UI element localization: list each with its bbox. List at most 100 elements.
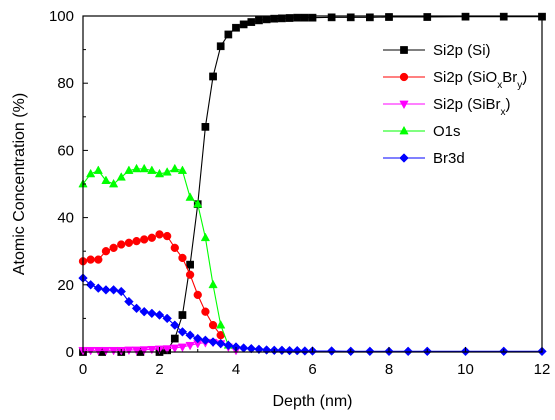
legend-label: Si2p (SiBrx) (433, 96, 511, 118)
data-point (232, 23, 240, 32)
legend-label: O1s (433, 123, 461, 140)
data-point (86, 255, 95, 264)
data-point (201, 307, 210, 316)
data-point (300, 346, 310, 356)
data-point (147, 345, 157, 355)
data-point (132, 236, 141, 246)
data-point (216, 319, 226, 329)
data-point (154, 168, 165, 178)
y-tick-label: 20 (57, 277, 74, 294)
data-point (423, 13, 432, 21)
series-3 (78, 163, 233, 349)
data-point (116, 286, 127, 297)
data-point (262, 15, 271, 24)
series-line (82, 168, 229, 346)
data-point (124, 165, 134, 174)
data-point (200, 232, 211, 242)
data-point (461, 12, 470, 21)
data-point (208, 337, 218, 347)
data-point (139, 163, 149, 173)
y-tick-label: 40 (57, 210, 74, 227)
data-point (163, 231, 172, 241)
data-point (177, 343, 188, 353)
data-point (139, 306, 149, 317)
data-point (116, 172, 126, 181)
data-point (85, 280, 96, 290)
data-point (186, 260, 194, 269)
legend-item: Br3d (383, 150, 465, 167)
data-point (223, 340, 234, 351)
data-point (209, 72, 217, 81)
data-point (86, 168, 96, 178)
legend-item: O1s (383, 123, 461, 140)
data-point (326, 346, 337, 356)
data-point (178, 311, 187, 319)
data-point (261, 345, 272, 355)
data-point (147, 233, 157, 242)
data-point (238, 343, 249, 353)
data-point (192, 333, 203, 344)
data-point (131, 346, 142, 356)
data-point (185, 330, 195, 340)
data-point (224, 30, 233, 39)
data-point (216, 42, 225, 51)
data-point (247, 18, 256, 26)
series-1 (78, 230, 225, 340)
data-point (200, 335, 211, 345)
data-point (93, 346, 103, 356)
x-axis-label: Depth (nm) (272, 393, 352, 410)
data-point (170, 344, 180, 354)
data-point (308, 13, 317, 22)
data-point (185, 192, 195, 201)
data-point (185, 270, 195, 279)
plot-area (78, 12, 547, 357)
data-point (215, 338, 226, 349)
axis-ticks: 0 2 4 6 8 10 12 0 20 40 60 80 100 (49, 8, 550, 378)
y-tick-label: 100 (49, 8, 74, 25)
data-point (117, 240, 126, 249)
data-point (278, 14, 286, 23)
x-tick-label: 12 (534, 361, 551, 378)
data-point (93, 283, 104, 293)
data-point (124, 346, 134, 356)
data-point (178, 253, 187, 263)
data-point (499, 12, 508, 21)
data-point (108, 178, 119, 188)
data-point (101, 346, 111, 356)
data-point (109, 243, 118, 252)
data-point (101, 285, 111, 295)
data-point (108, 285, 119, 295)
data-point (162, 167, 172, 176)
data-point (277, 345, 287, 356)
series-line (83, 16, 542, 353)
data-point (93, 165, 103, 174)
y-tick-label: 0 (66, 344, 74, 361)
data-point (365, 346, 375, 357)
data-point (239, 20, 248, 29)
data-point (293, 13, 302, 22)
legend-item: Si2p (SiBrx) (383, 96, 511, 118)
data-point (177, 327, 188, 337)
plot-frame (82, 15, 543, 353)
y-tick-label: 80 (57, 75, 74, 92)
legend-marker (399, 100, 409, 110)
legend-label: Br3d (433, 150, 465, 167)
data-point (346, 13, 355, 22)
x-tick-label: 8 (385, 361, 393, 378)
data-point (201, 123, 210, 131)
data-point (170, 334, 179, 343)
legend-item: Si2p (SiOxBry) (383, 69, 527, 91)
data-point (101, 247, 111, 256)
data-point (124, 238, 134, 247)
x-tick-label: 10 (457, 361, 474, 378)
data-point (327, 13, 336, 22)
legend-marker (400, 46, 408, 54)
data-point (403, 346, 413, 357)
data-point (208, 279, 218, 289)
data-point (124, 296, 134, 307)
data-point (131, 163, 142, 173)
data-point (170, 320, 180, 330)
data-point (155, 230, 164, 239)
x-tick-label: 0 (79, 361, 87, 378)
